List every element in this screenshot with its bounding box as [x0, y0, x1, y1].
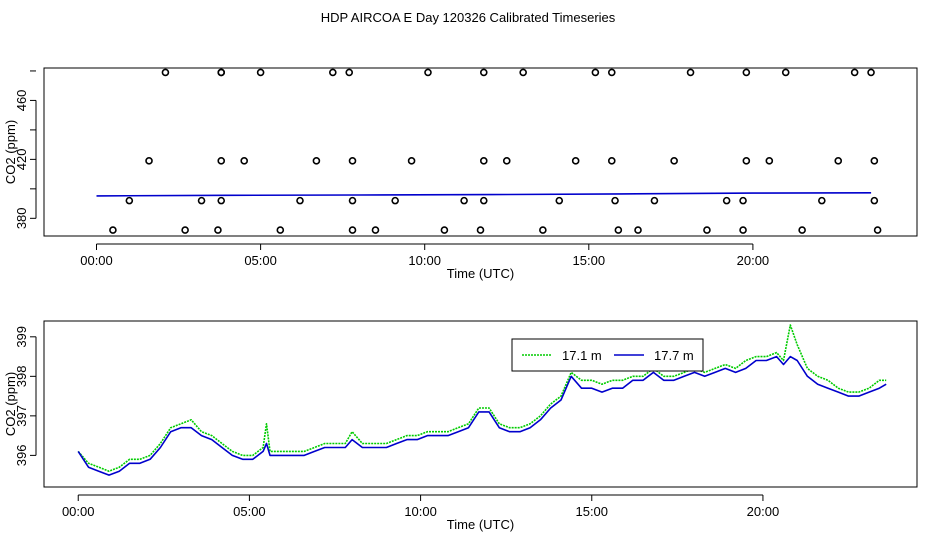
data-point	[391, 196, 399, 205]
data-point	[214, 226, 222, 234]
y-tick-label: 420	[14, 149, 29, 171]
y-tick-label: 399	[14, 326, 29, 348]
series-line-2	[96, 192, 872, 197]
x-tick-label: 10:00	[404, 504, 437, 519]
data-point	[256, 68, 265, 77]
data-point	[460, 196, 468, 205]
data-point	[479, 157, 488, 165]
data-point	[607, 157, 616, 165]
data-point	[276, 226, 285, 234]
x-tick-label: 20:00	[737, 253, 770, 268]
data-point	[440, 226, 449, 234]
x-axis-label: Time (UTC)	[447, 266, 514, 281]
data-point	[818, 196, 826, 205]
data-point	[607, 68, 616, 77]
data-point	[634, 226, 642, 234]
data-point	[348, 226, 357, 234]
x-tick-label: 10:00	[408, 253, 441, 268]
data-point	[312, 157, 321, 165]
data-point	[670, 157, 678, 165]
data-point	[742, 68, 751, 77]
x-axis-label: Time (UTC)	[447, 517, 514, 532]
data-point	[476, 226, 485, 234]
data-point	[479, 68, 488, 77]
data-point	[217, 157, 226, 165]
x-tick-label: 20:00	[747, 504, 780, 519]
data-point	[870, 157, 879, 165]
data-point	[611, 196, 619, 205]
data-point	[296, 196, 304, 205]
y-tick-label: 380	[14, 207, 29, 229]
data-point	[722, 196, 731, 205]
data-point	[161, 68, 170, 77]
data-point	[555, 196, 564, 205]
data-point	[650, 196, 659, 205]
data-point	[109, 226, 117, 234]
data-point	[329, 68, 337, 77]
x-tick-label: 15:00	[575, 504, 608, 519]
data-point	[145, 157, 153, 165]
data-point	[867, 68, 875, 77]
plot-frame	[43, 67, 918, 237]
y-tick-label: 460	[14, 90, 29, 112]
data-point	[870, 196, 879, 205]
data-point	[686, 68, 695, 77]
data-point	[742, 157, 751, 165]
series-line-2	[77, 355, 887, 476]
data-point	[371, 226, 380, 234]
data-point	[519, 68, 527, 77]
data-point	[539, 226, 547, 234]
data-point	[502, 157, 511, 165]
data-point	[217, 68, 226, 77]
data-point	[614, 226, 623, 234]
data-point	[217, 196, 226, 205]
data-point	[240, 157, 248, 165]
y-axis-label: CO2 (ppm)	[3, 120, 18, 184]
data-point	[348, 196, 357, 205]
figure-title: HDP AIRCOA E Day 120326 Calibrated Times…	[320, 10, 616, 25]
data-point	[765, 157, 774, 165]
y-tick-label: 398	[14, 365, 29, 387]
data-point	[424, 68, 432, 77]
y-tick-label: 396	[14, 445, 29, 467]
legend-label: 17.1 m	[562, 348, 602, 363]
data-point	[703, 226, 711, 234]
data-point	[739, 196, 747, 205]
y-tick-label: 397	[14, 405, 29, 427]
data-point	[479, 196, 488, 205]
plot-frame	[43, 320, 918, 488]
data-point	[181, 226, 189, 234]
data-point	[197, 196, 206, 205]
data-point	[571, 157, 580, 165]
legend-label: 17.7 m	[654, 348, 694, 363]
y-axis-label: CO2 (ppm)	[3, 372, 18, 436]
data-point	[348, 157, 357, 165]
series-line-1	[77, 324, 887, 472]
data-point	[345, 68, 354, 77]
data-point	[125, 196, 134, 205]
x-tick-label: 15:00	[573, 253, 606, 268]
chart-panel-2: 00:00 05:00 10:00 15:00 20:00 Time (UTC) 396 39…	[3, 320, 918, 532]
data-point	[739, 226, 747, 234]
x-tick-label: 00:00	[80, 253, 113, 268]
x-tick-label: 05:00	[233, 504, 266, 519]
x-tick-label: 05:00	[244, 253, 277, 268]
data-point	[798, 226, 806, 234]
data-point	[850, 68, 859, 77]
data-point	[873, 226, 882, 234]
data-point	[407, 157, 416, 165]
data-point	[591, 68, 600, 77]
x-tick-label: 00:00	[62, 504, 95, 519]
data-point	[781, 68, 790, 77]
data-point	[834, 157, 843, 165]
chart-panel-1: 00:00 05:00 10:00 15:00 20:00 Time (UTC) 380 42…	[3, 67, 918, 281]
